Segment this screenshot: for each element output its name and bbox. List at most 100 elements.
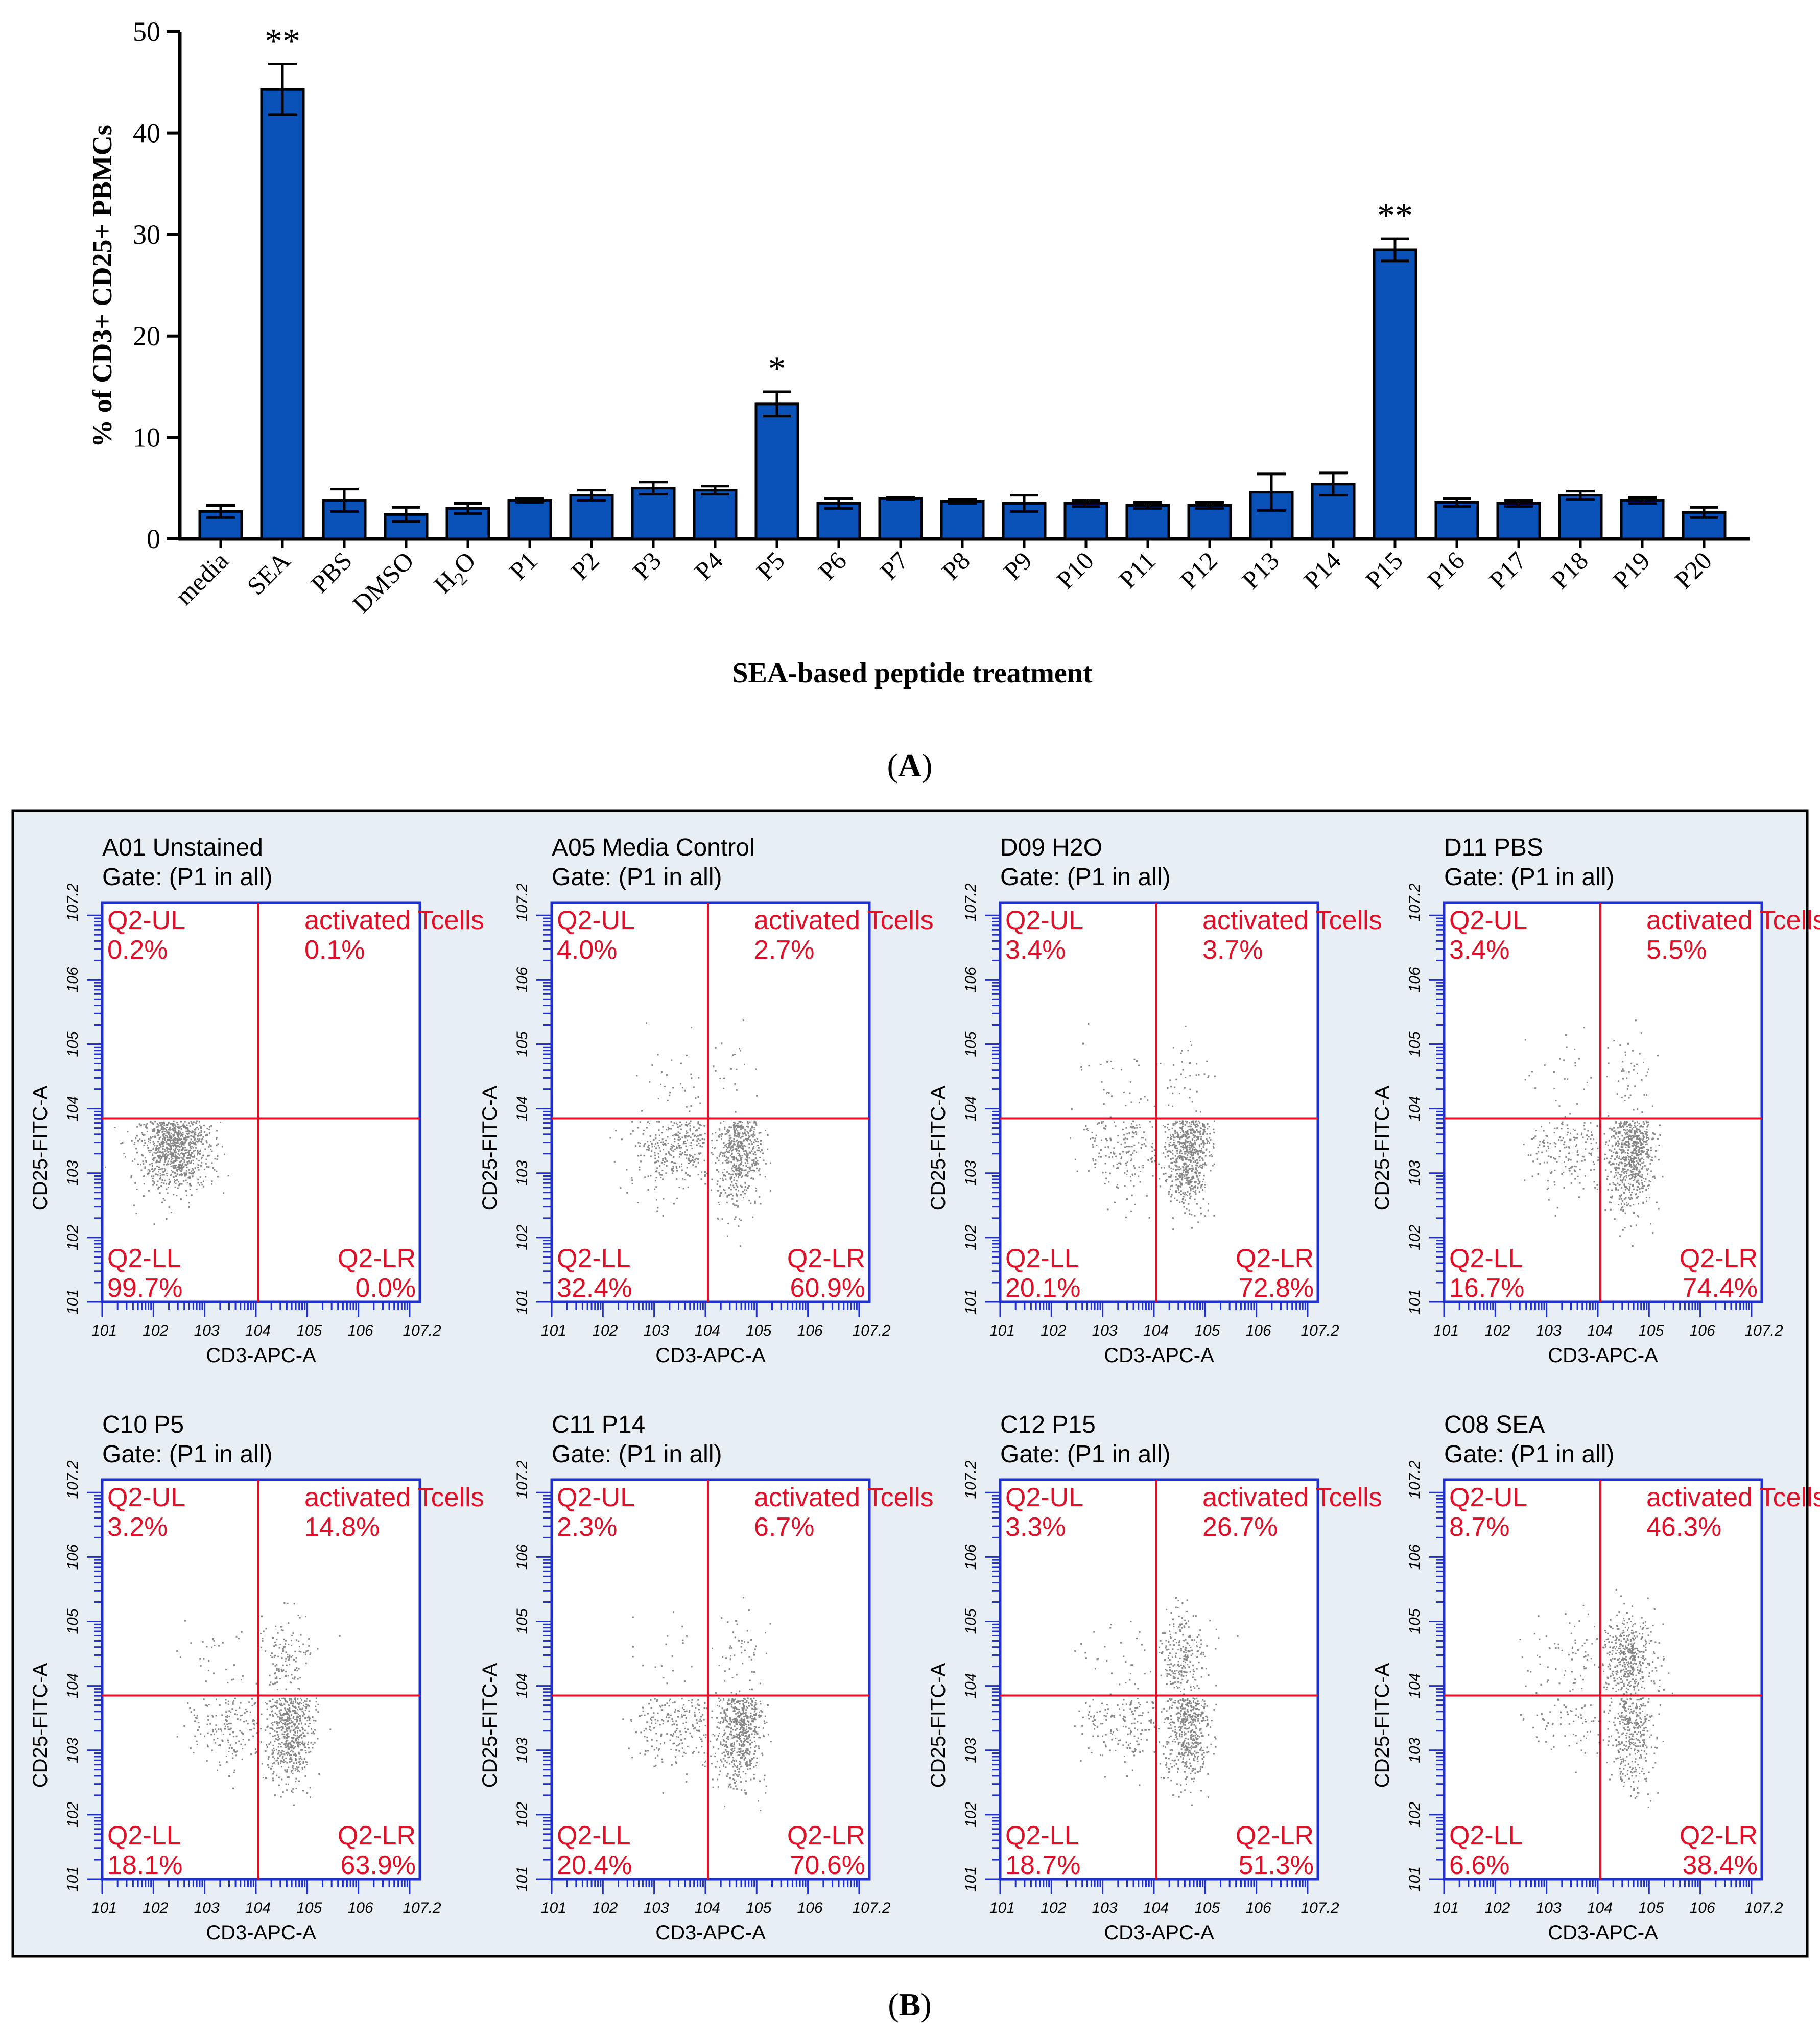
x-tick-label: P14 xyxy=(1298,546,1346,595)
x-decade-label: 105 xyxy=(1638,1322,1664,1339)
y-decade-label: 104 xyxy=(962,1096,979,1122)
quadrant-ul-percent: 3.2% xyxy=(107,1512,168,1542)
y-decade-label: 103 xyxy=(64,1737,81,1763)
axis-ticks xyxy=(87,914,411,1317)
y-decade-label: 102 xyxy=(962,1802,979,1828)
quadrant-ul-percent: 8.7% xyxy=(1449,1512,1510,1542)
error-bar-p3 xyxy=(639,481,668,496)
flow-plot-title: C12 P15 xyxy=(1000,1411,1096,1438)
quadrant-ll-name: Q2-LL xyxy=(1005,1244,1079,1273)
quadrant-ul-name: Q2-UL xyxy=(107,1483,185,1512)
x-tick-label: P20 xyxy=(1669,546,1717,595)
x-decade-label: 104 xyxy=(1587,1900,1613,1916)
flow-plot-gate: Gate: (P1 in all) xyxy=(1444,864,1614,891)
y-decade-label: 107.2 xyxy=(962,883,979,921)
quadrant-ul-name: Q2-UL xyxy=(557,1483,635,1512)
flow-plot-title: D11 PBS xyxy=(1444,834,1543,861)
x-decade-label: 106 xyxy=(797,1900,823,1916)
x-tick-label: P6 xyxy=(813,546,852,585)
flow-plot-frame xyxy=(1443,901,1763,1303)
x-decade-label: 107.2 xyxy=(1301,1322,1339,1339)
x-decade-label: 106 xyxy=(348,1322,373,1339)
flow-plot-title: D09 H2O xyxy=(1000,834,1102,861)
flow-plot-frame xyxy=(999,1478,1319,1881)
x-decade-label: 105 xyxy=(746,1900,771,1916)
y-axis-title: CD25-FITC-A xyxy=(927,1085,950,1211)
x-decade-label: 107.2 xyxy=(403,1322,441,1339)
error-bar-dmso xyxy=(392,506,420,523)
y-decade-label: 102 xyxy=(962,1225,979,1250)
x-decade-label: 102 xyxy=(1041,1322,1066,1339)
flow-plot-frame xyxy=(999,901,1319,1303)
bar-p1 xyxy=(507,499,552,540)
quadrant-ll-name: Q2-LL xyxy=(557,1821,631,1851)
x-axis-title: CD3-APC-A xyxy=(1104,1922,1214,1944)
x-decade-label: 101 xyxy=(1433,1322,1459,1339)
x-axis-title: CD3-APC-A xyxy=(1548,1922,1658,1944)
flow-plot-4: D11 PBS Gate: (P1 in all) 101 101 102 102 103 1… xyxy=(1371,834,1820,1367)
x-decade-label: 103 xyxy=(194,1900,220,1916)
y-decade-label: 104 xyxy=(64,1673,81,1699)
x-decade-label: 102 xyxy=(143,1322,168,1339)
flow-plot-title: C11 P14 xyxy=(552,1411,645,1438)
x-decade-label: 104 xyxy=(695,1322,720,1339)
y-tick-label: 40 xyxy=(133,118,160,149)
event-dots xyxy=(105,1120,229,1225)
flow-plot-3: D09 H2O Gate: (P1 in all) 101 101 102 102 103 1… xyxy=(927,834,1382,1367)
y-decade-label: 103 xyxy=(962,1737,979,1763)
y-decade-label: 107.2 xyxy=(514,883,531,921)
x-axis-title: SEA-based peptide treatment xyxy=(732,657,1093,689)
quadrant-ll-percent: 16.7% xyxy=(1449,1273,1524,1303)
y-decade-label: 106 xyxy=(514,1544,531,1570)
quadrant-ll-percent: 18.1% xyxy=(107,1851,182,1880)
bar-p16 xyxy=(1434,501,1479,540)
quadrant-gate xyxy=(1000,1480,1318,1879)
quadrant-ll-percent: 20.4% xyxy=(557,1851,632,1880)
x-decade-label: 104 xyxy=(1143,1900,1169,1916)
quadrant-ul-percent: 3.3% xyxy=(1005,1512,1066,1542)
y-decade-label: 104 xyxy=(1406,1096,1423,1122)
quadrant-ll-percent: 18.7% xyxy=(1005,1851,1080,1880)
x-decade-label: 101 xyxy=(989,1322,1015,1339)
y-decade-label: 105 xyxy=(1406,1608,1423,1634)
significance-mark: ** xyxy=(265,22,300,61)
quadrant-gate xyxy=(1444,903,1762,1302)
y-decade-label: 102 xyxy=(514,1802,531,1828)
bar-p10 xyxy=(1063,502,1108,540)
event-dots xyxy=(1523,1019,1664,1247)
y-decade-label: 105 xyxy=(64,1031,81,1057)
error-bar-p15 xyxy=(1381,237,1409,263)
y-decade-label: 104 xyxy=(64,1096,81,1122)
quadrant-ul-name: Q2-UL xyxy=(1449,1483,1527,1512)
error-bar-p11 xyxy=(1133,501,1162,510)
panel-a-label: (A) xyxy=(887,747,933,784)
error-bar-p18 xyxy=(1566,490,1595,501)
y-decade-label: 101 xyxy=(64,1289,81,1315)
x-decade-label: 103 xyxy=(644,1322,669,1339)
x-decade-label: 103 xyxy=(1536,1900,1562,1916)
flow-plot-5: C10 P5 Gate: (P1 in all) 101 101 102 102 103 10… xyxy=(29,1411,484,1944)
x-decade-label: 104 xyxy=(1143,1322,1169,1339)
y-axis-title: CD25-FITC-A xyxy=(927,1663,950,1788)
quadrant-ll-name: Q2-LL xyxy=(107,1244,181,1273)
quadrant-lr-percent: 0.0% xyxy=(355,1273,416,1303)
event-dots xyxy=(1519,1588,1673,1808)
x-decade-label: 106 xyxy=(1690,1322,1715,1339)
error-bar-media xyxy=(206,504,235,519)
flow-plot-gate: Gate: (P1 in all) xyxy=(1444,1441,1614,1468)
x-decade-label: 105 xyxy=(746,1322,771,1339)
y-decade-label: 106 xyxy=(64,1544,81,1570)
event-dots xyxy=(609,1019,771,1247)
flow-plot-title: A01 Unstained xyxy=(102,834,263,861)
quadrant-lr-name: Q2-LR xyxy=(787,1244,865,1273)
y-decade-label: 101 xyxy=(962,1866,979,1892)
x-decade-label: 103 xyxy=(194,1322,220,1339)
y-decade-label: 107.2 xyxy=(514,1460,531,1499)
quadrant-ul-name: Q2-UL xyxy=(1005,906,1083,935)
x-tick-label: P17 xyxy=(1483,546,1532,595)
error-bar-h2o xyxy=(454,502,482,515)
y-axis-title: CD25-FITC-A xyxy=(1371,1085,1393,1211)
x-axis-title: CD3-APC-A xyxy=(655,1344,766,1367)
y-decade-label: 103 xyxy=(1406,1737,1423,1763)
